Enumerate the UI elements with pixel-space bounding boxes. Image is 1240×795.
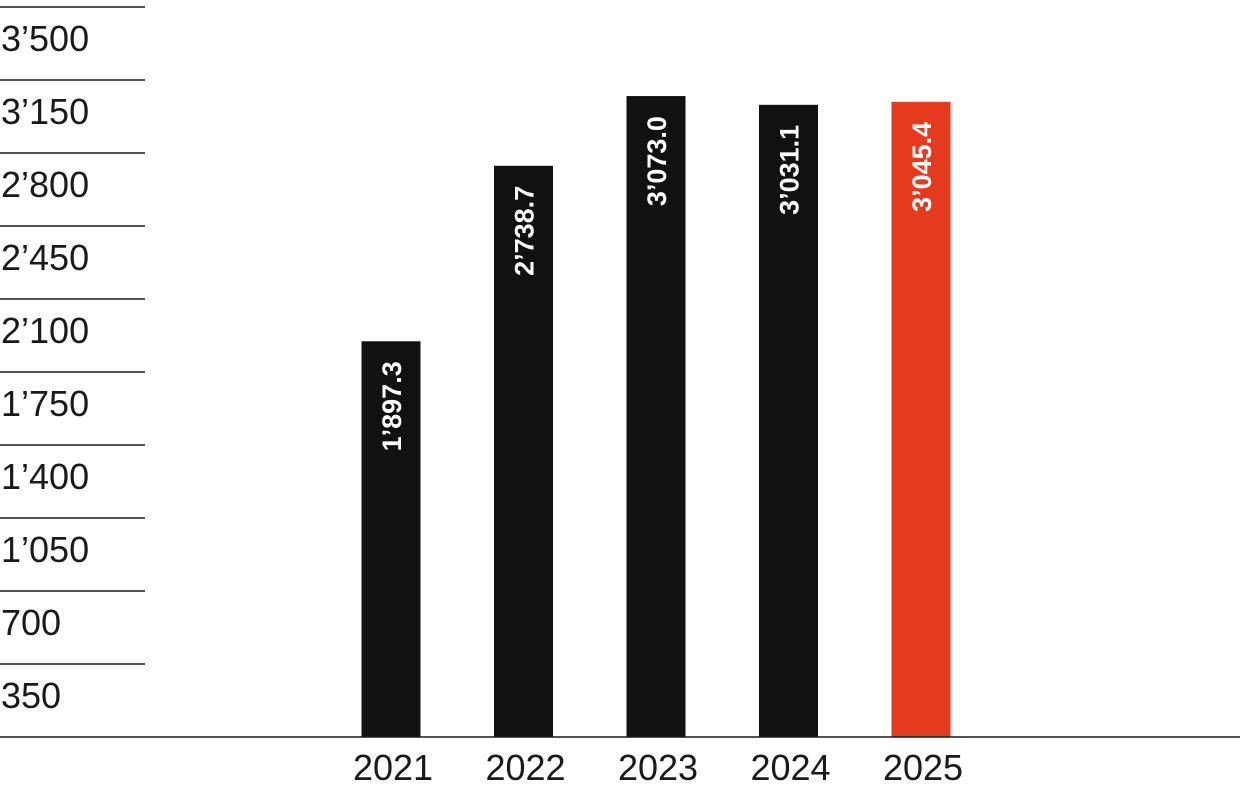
- y-axis-tick-labels: 350 700 1’050 1’400 1’750 2’100 2’450 2’800 3’15…: [1, 18, 89, 716]
- x-tick-label: 2021: [353, 747, 433, 788]
- bar-value-label: 3’073.0: [642, 116, 672, 206]
- bar-value-label: 2’738.7: [510, 186, 540, 276]
- y-tick-label: 1’400: [1, 456, 89, 497]
- y-tick-label: 1’050: [1, 529, 89, 570]
- y-tick-label: 3’150: [1, 91, 89, 132]
- bar-2024: [759, 104, 818, 738]
- bar-value-label: 1’897.3: [377, 361, 407, 451]
- bar-value-label: 3’045.4: [907, 122, 937, 212]
- bar-2021: [361, 341, 421, 737]
- bars: 1’897.3 2’738.7 3’073.0 3’031.1 3’045.4: [361, 96, 951, 738]
- y-tick-label: 2’100: [1, 310, 89, 351]
- x-axis: 2021 2022 2023 2024 2025: [0, 736, 1240, 788]
- y-tick-label: 2’800: [1, 164, 89, 205]
- y-tick-label: 700: [1, 602, 61, 643]
- x-tick-label: 2023: [618, 747, 698, 788]
- x-tick-label: 2024: [750, 747, 830, 788]
- y-tick-label: 350: [1, 675, 61, 716]
- bar-value-label: 3’031.1: [775, 125, 805, 215]
- x-tick-label: 2025: [883, 747, 963, 788]
- y-tick-label: 2’450: [1, 237, 89, 278]
- y-tick-label: 1’750: [1, 383, 89, 424]
- x-tick-label: 2022: [485, 747, 565, 788]
- y-tick-label: 3’500: [1, 18, 89, 59]
- bar-2022: [494, 165, 553, 738]
- bar-2023: [626, 96, 686, 737]
- bar-2025: [891, 101, 951, 737]
- gridlines: [0, 6, 145, 665]
